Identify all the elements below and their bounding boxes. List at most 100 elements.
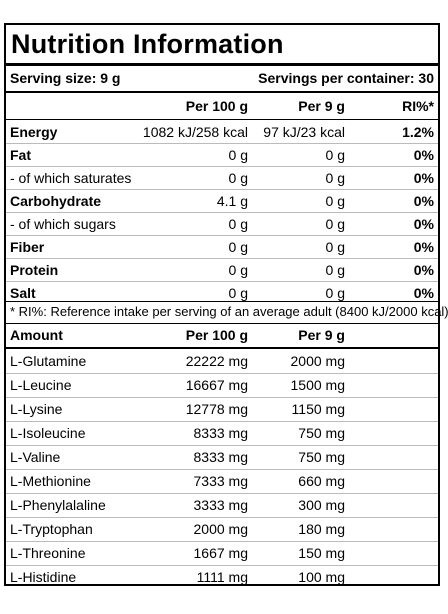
amino-per-serving: 150 mg bbox=[298, 545, 345, 561]
row-divider bbox=[6, 189, 438, 190]
row-divider bbox=[6, 445, 438, 446]
amino-name: L-Tryptophan bbox=[10, 521, 93, 537]
nutrient-ri: 0% bbox=[413, 239, 434, 255]
nutrient-ri: 0% bbox=[413, 193, 434, 209]
row-divider bbox=[6, 235, 438, 236]
nutrient-row: Energy 1082 kJ/258 kcal 97 kJ/23 kcal 1.2% bbox=[6, 121, 438, 144]
nutrient-row: Protein 0 g 0 g 0% bbox=[6, 259, 438, 282]
nutrient-per100: 1082 kJ/258 kcal bbox=[142, 124, 248, 140]
serving-size: Serving size: 9 g bbox=[10, 70, 121, 86]
nutrient-name: Salt bbox=[10, 285, 36, 301]
nutrient-per100: 0 g bbox=[228, 147, 248, 163]
row-divider bbox=[6, 212, 438, 213]
row-divider bbox=[6, 421, 438, 422]
row-divider bbox=[6, 166, 438, 167]
row-divider bbox=[6, 143, 438, 144]
divider bbox=[6, 347, 438, 349]
amino-name: L-Glutamine bbox=[10, 353, 87, 369]
nutrient-name: Carbohydrate bbox=[10, 193, 102, 209]
amino-row: L-Threonine 1667 mg 150 mg bbox=[6, 542, 438, 565]
nutrient-name: - of which sugars bbox=[10, 216, 116, 232]
row-divider bbox=[6, 565, 438, 566]
nutrient-per-serving: 0 g bbox=[325, 147, 345, 163]
nutrient-per100: 0 g bbox=[228, 170, 248, 186]
amino-name: L-Lysine bbox=[10, 401, 63, 417]
nutrient-ri: 0% bbox=[413, 147, 434, 163]
nutrient-per-serving: 0 g bbox=[325, 239, 345, 255]
nutrient-per100: 4.1 g bbox=[216, 193, 248, 209]
amino-per-serving: 750 mg bbox=[298, 449, 345, 465]
amino-per-serving: 180 mg bbox=[298, 521, 345, 537]
nutrient-name: Fiber bbox=[10, 239, 45, 255]
row-divider bbox=[6, 493, 438, 494]
amino-per-serving: 300 mg bbox=[298, 497, 345, 513]
amino-row: L-Methionine 7333 mg 660 mg bbox=[6, 470, 438, 493]
row-divider bbox=[6, 469, 438, 470]
header-per100: Per 100 g bbox=[185, 327, 248, 343]
nutrient-name: Energy bbox=[10, 124, 58, 140]
amino-per100: 16667 mg bbox=[185, 377, 248, 393]
divider bbox=[6, 301, 438, 302]
divider bbox=[6, 91, 438, 93]
nutrient-name: - of which saturates bbox=[10, 170, 132, 186]
row-divider bbox=[6, 258, 438, 259]
amino-name: L-Isoleucine bbox=[10, 425, 86, 441]
header-ri: RI%* bbox=[402, 98, 434, 114]
amino-per-serving: 2000 mg bbox=[290, 353, 345, 369]
amino-per100: 8333 mg bbox=[193, 449, 248, 465]
nutrient-ri: 1.2% bbox=[402, 124, 434, 140]
panel-title: Nutrition Information bbox=[11, 29, 284, 59]
nutrient-per100: 0 g bbox=[228, 239, 248, 255]
footnote: * RI%: Reference intake per serving of a… bbox=[10, 304, 448, 319]
nutrient-per-serving: 0 g bbox=[325, 262, 345, 278]
nutrient-per-serving: 0 g bbox=[325, 285, 345, 301]
nutrient-ri: 0% bbox=[413, 262, 434, 278]
amino-per100: 3333 mg bbox=[193, 497, 248, 513]
amino-name: L-Leucine bbox=[10, 377, 72, 393]
row-divider bbox=[6, 373, 438, 374]
divider bbox=[6, 323, 438, 324]
amino-row: L-Isoleucine 8333 mg 750 mg bbox=[6, 422, 438, 445]
amino-per100: 12778 mg bbox=[185, 401, 248, 417]
nutrient-name: Fat bbox=[10, 147, 31, 163]
amino-per100: 8333 mg bbox=[193, 425, 248, 441]
amino-name: L-Valine bbox=[10, 449, 61, 465]
row-divider bbox=[6, 541, 438, 542]
amino-per100: 2000 mg bbox=[193, 521, 248, 537]
row-divider bbox=[6, 281, 438, 282]
nutrition-panel: Nutrition Information Serving size: 9 g … bbox=[4, 23, 448, 589]
header-per100: Per 100 g bbox=[185, 98, 248, 114]
serving-row: Serving size: 9 g Servings per container… bbox=[6, 66, 438, 91]
amino-per-serving: 660 mg bbox=[298, 473, 345, 489]
amino-per-serving: 1150 mg bbox=[291, 401, 345, 417]
amino-row: L-Lysine 12778 mg 1150 mg bbox=[6, 398, 438, 421]
amino-name: L-Methionine bbox=[10, 473, 91, 489]
nutrient-per100: 0 g bbox=[228, 262, 248, 278]
divider bbox=[6, 119, 438, 120]
amino-name: L-Threonine bbox=[10, 545, 86, 561]
nutrient-row: Fat 0 g 0 g 0% bbox=[6, 144, 438, 167]
nutrient-header-row: Per 100 g Per 9 g RI%* bbox=[6, 95, 438, 118]
nutrient-per100: 0 g bbox=[228, 216, 248, 232]
amino-row: L-Histidine 1111 mg 100 mg bbox=[6, 566, 438, 589]
amino-row: L-Phenylalaline 3333 mg 300 mg bbox=[6, 494, 438, 517]
nutrient-per-serving: 97 kJ/23 kcal bbox=[263, 124, 345, 140]
nutrient-row: Carbohydrate 4.1 g 0 g 0% bbox=[6, 190, 438, 213]
nutrient-ri: 0% bbox=[413, 170, 434, 186]
amino-name: L-Phenylalaline bbox=[10, 497, 106, 513]
amino-per100: 1667 mg bbox=[193, 545, 248, 561]
nutrient-row: Fiber 0 g 0 g 0% bbox=[6, 236, 438, 259]
header-amount: Amount bbox=[10, 327, 63, 343]
nutrient-row: - of which saturates 0 g 0 g 0% bbox=[6, 167, 438, 190]
amino-per100: 22222 mg bbox=[185, 353, 248, 369]
row-divider bbox=[6, 397, 438, 398]
amino-per100: 1111 mg bbox=[196, 569, 248, 585]
nutrient-per-serving: 0 g bbox=[325, 193, 345, 209]
amino-per100: 7333 mg bbox=[193, 473, 248, 489]
amino-per-serving: 750 mg bbox=[298, 425, 345, 441]
amino-name: L-Histidine bbox=[10, 569, 77, 585]
amino-per-serving: 100 mg bbox=[298, 569, 345, 585]
amino-per-serving: 1500 mg bbox=[290, 377, 345, 393]
servings-per-container: Servings per container: 30 bbox=[258, 70, 434, 86]
header-per-serving: Per 9 g bbox=[298, 327, 345, 343]
